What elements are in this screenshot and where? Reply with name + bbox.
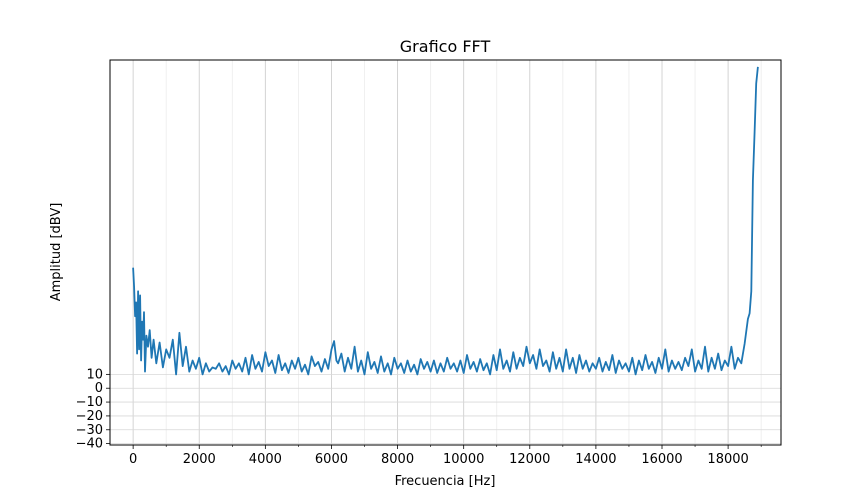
plot-frame: [109, 59, 782, 446]
series-layer: [132, 66, 759, 376]
y-tick-label: −20: [76, 409, 103, 424]
x-tick-label: 6000: [315, 452, 348, 467]
grid: [110, 60, 781, 445]
x-tick-label: 0: [129, 452, 137, 467]
chart-title: Grafico FFT: [400, 37, 491, 56]
x-tick-label: 14000: [575, 452, 616, 467]
x-tick-label: 4000: [249, 452, 282, 467]
fft-series-line: [132, 66, 759, 376]
y-tick-label: 10: [86, 367, 103, 382]
y-axis-label: Amplitud [dBV]: [49, 203, 64, 302]
y-axis: 100−10−20−30−40: [76, 367, 110, 452]
x-axis: 0 2000 4000 6000 8000 10000 12000 14000 16000 180…: [129, 445, 762, 467]
y-tick-label: −10: [76, 395, 103, 410]
x-tick-label: 2000: [183, 452, 216, 467]
plot-area: [110, 60, 781, 445]
y-tick-label: 0: [95, 381, 103, 396]
x-tick-label: 18000: [707, 452, 748, 467]
x-tick-label: 16000: [641, 452, 682, 467]
y-tick-label: −40: [76, 437, 103, 452]
x-tick-label: 10000: [443, 452, 484, 467]
y-tick-label: −30: [76, 423, 103, 438]
x-tick-label: 12000: [509, 452, 550, 467]
x-axis-label: Frecuencia [Hz]: [395, 474, 496, 489]
x-tick-label: 8000: [381, 452, 414, 467]
